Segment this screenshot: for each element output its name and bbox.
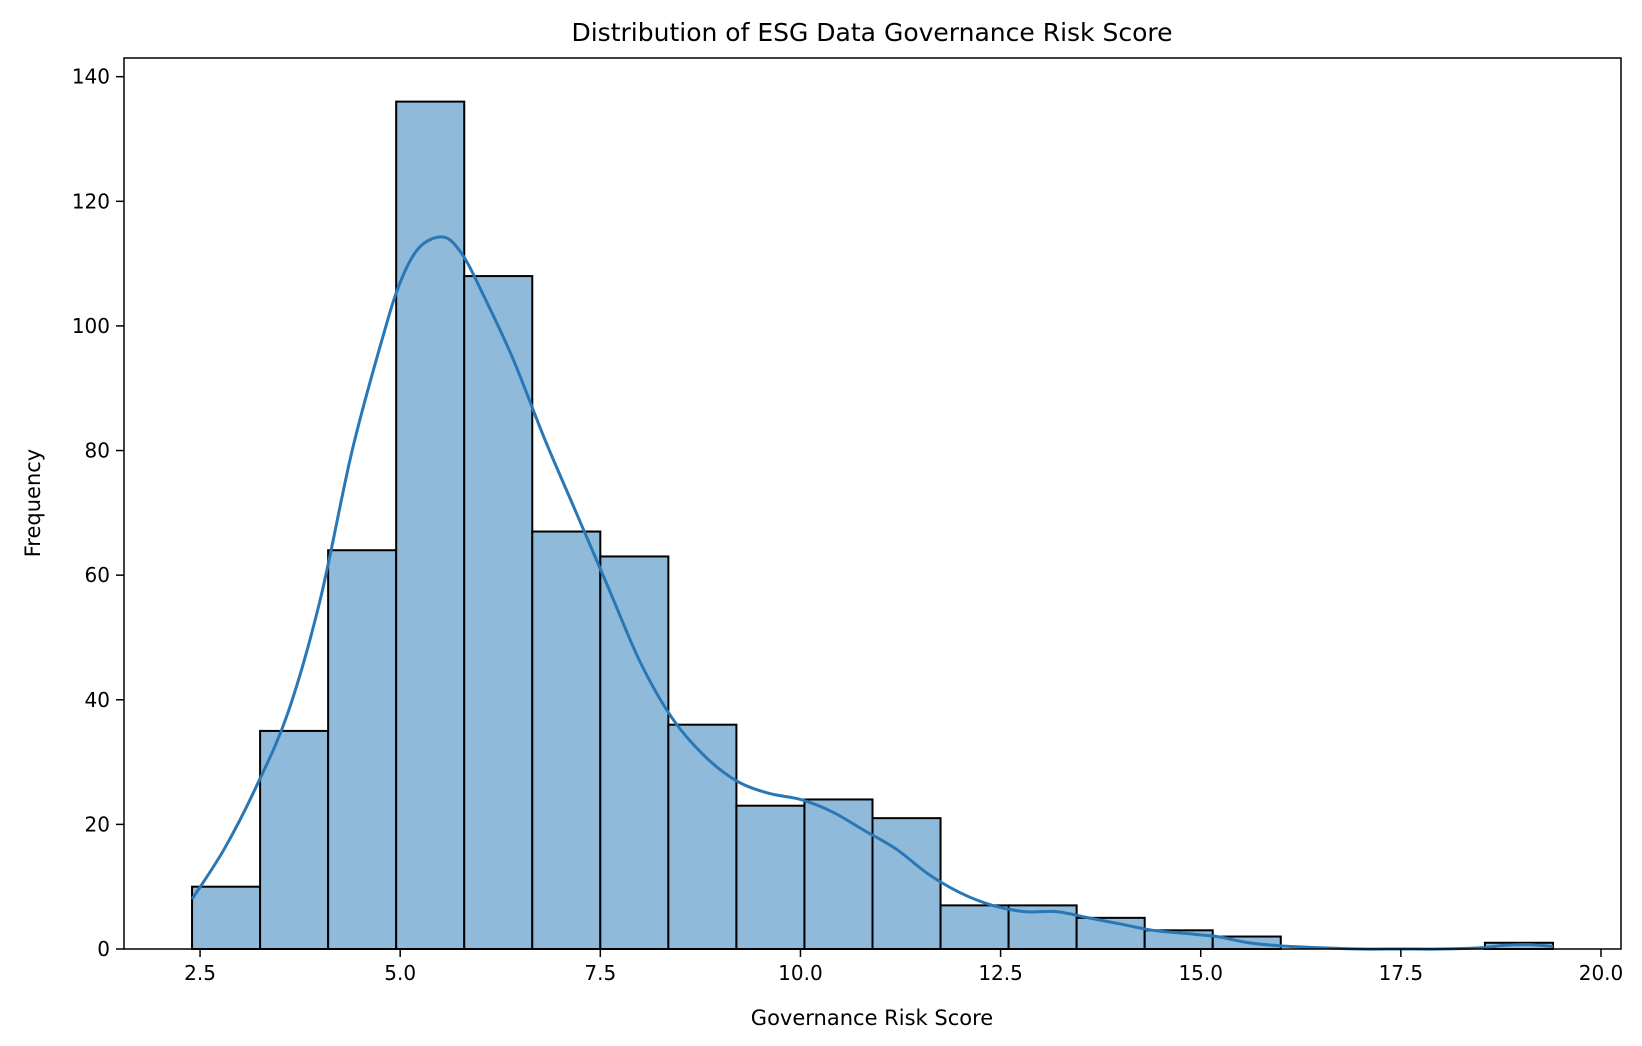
x-tick-label: 7.5 [584, 961, 616, 985]
histogram-bar [871, 817, 942, 951]
histogram-bar [735, 804, 806, 951]
histogram-bar [667, 723, 738, 951]
kde-curve [190, 235, 1554, 951]
y-tick-label: 0 [97, 937, 110, 961]
y-tick-label: 100 [72, 314, 110, 338]
y-tick-label: 60 [85, 563, 110, 587]
y-tick-label: 40 [85, 688, 110, 712]
histogram-bar [191, 885, 262, 951]
histogram-bar [803, 798, 874, 951]
x-tick-label: 17.5 [1379, 961, 1424, 985]
histogram-bar [259, 729, 330, 951]
x-axis-ticks: 2.5 5.0 7.5 10.0 12.5 15.0 17.5 20.0 [184, 949, 1623, 985]
x-tick-label: 5.0 [384, 961, 416, 985]
y-tick-label: 140 [72, 65, 110, 89]
histogram-bar [939, 904, 1010, 951]
x-axis-label: Governance Risk Score [751, 1006, 993, 1030]
x-tick-label: 12.5 [978, 961, 1023, 985]
y-tick-label: 120 [72, 189, 110, 213]
histogram-bars [191, 100, 1554, 951]
histogram-bar [327, 549, 398, 950]
y-tick-label: 80 [85, 439, 110, 463]
x-tick-label: 2.5 [184, 961, 216, 985]
x-tick-label: 10.0 [778, 961, 823, 985]
plot-frame [123, 57, 1622, 950]
y-tick-label: 20 [85, 812, 110, 836]
x-tick-label: 20.0 [1579, 961, 1624, 985]
x-tick-label: 15.0 [1178, 961, 1223, 985]
histogram-bar [395, 100, 466, 951]
y-axis-ticks: 0 20 40 60 80 100 120 140 [72, 65, 124, 961]
y-axis-label: Frequency [21, 449, 45, 558]
histogram-bar [599, 555, 670, 950]
histogram-bar [463, 275, 534, 951]
histogram-bar [531, 530, 602, 950]
chart-title: Distribution of ESG Data Governance Risk… [571, 18, 1172, 47]
